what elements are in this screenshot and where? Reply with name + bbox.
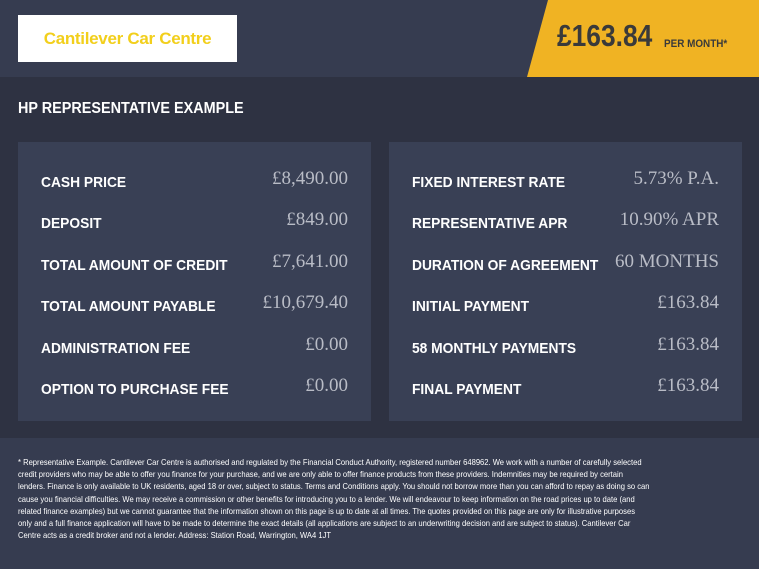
- finance-row: OPTION TO PURCHASE FEE £0.00: [41, 375, 348, 399]
- finance-row: DURATION OF AGREEMENT 60 MONTHS: [412, 251, 719, 275]
- finance-label: REPRESENTATIVE APR: [412, 215, 568, 233]
- finance-row: DEPOSIT £849.00: [41, 209, 348, 233]
- finance-value: 5.73% P.A.: [633, 168, 719, 189]
- disclaimer-text: * Representative Example. Cantilever Car…: [18, 458, 650, 541]
- finance-row: CASH PRICE £8,490.00: [41, 168, 348, 192]
- price-banner: [527, 0, 759, 77]
- finance-row: REPRESENTATIVE APR 10.90% APR: [412, 209, 719, 233]
- finance-row: INITIAL PAYMENT £163.84: [412, 292, 719, 316]
- finance-value: £7,641.00: [272, 250, 348, 272]
- finance-row: TOTAL AMOUNT PAYABLE £10,679.40: [41, 292, 348, 316]
- finance-row: FINAL PAYMENT £163.84: [412, 375, 719, 399]
- per-month-label: PER MONTH*: [664, 38, 728, 50]
- finance-value: 60 MONTHS: [615, 250, 719, 272]
- finance-label: TOTAL AMOUNT OF CREDIT: [41, 256, 228, 274]
- finance-row: 58 MONTHLY PAYMENTS £163.84: [412, 334, 719, 358]
- finance-value: £163.84: [657, 333, 719, 355]
- logo-text: Cantilever Car Centre: [43, 28, 212, 48]
- finance-value: £163.84: [657, 375, 719, 396]
- footer: * Representative Example. Cantilever Car…: [0, 438, 759, 569]
- header: Cantilever Car Centre £163.84 PER MONTH*: [0, 0, 759, 77]
- finance-label: DURATION OF AGREEMENT: [412, 256, 599, 274]
- finance-label: FINAL PAYMENT: [412, 381, 522, 398]
- finance-value: £0.00: [305, 333, 348, 355]
- finance-row: FIXED INTEREST RATE 5.73% P.A.: [412, 168, 719, 192]
- finance-label: DEPOSIT: [41, 215, 102, 233]
- finance-value: £0.00: [305, 375, 348, 396]
- finance-label: OPTION TO PURCHASE FEE: [41, 381, 229, 398]
- dealer-logo[interactable]: Cantilever Car Centre: [18, 15, 237, 62]
- finance-label: INITIAL PAYMENT: [412, 298, 530, 316]
- finance-label: TOTAL AMOUNT PAYABLE: [41, 298, 216, 316]
- finance-panel-right: FIXED INTEREST RATE 5.73% P.A. REPRESENTAT…: [389, 142, 742, 421]
- finance-value: 10.90% APR: [619, 209, 719, 231]
- finance-value: £8,490.00: [272, 168, 348, 189]
- finance-label: ADMINISTRATION FEE: [41, 339, 191, 357]
- finance-value: £10,679.40: [262, 292, 349, 314]
- finance-label: CASH PRICE: [41, 174, 127, 191]
- monthly-price: £163.84: [557, 18, 653, 53]
- finance-value: £849.00: [286, 209, 348, 231]
- finance-label: FIXED INTEREST RATE: [412, 174, 566, 191]
- finance-value: £163.84: [657, 292, 719, 314]
- section-title: HP REPRESENTATIVE EXAMPLE: [18, 100, 244, 117]
- finance-panel-left: CASH PRICE £8,490.00 DEPOSIT £849.00 TOTAL A…: [18, 142, 371, 421]
- finance-row: TOTAL AMOUNT OF CREDIT £7,641.00: [41, 251, 348, 275]
- finance-row: ADMINISTRATION FEE £0.00: [41, 334, 348, 358]
- finance-label: 58 MONTHLY PAYMENTS: [412, 339, 577, 357]
